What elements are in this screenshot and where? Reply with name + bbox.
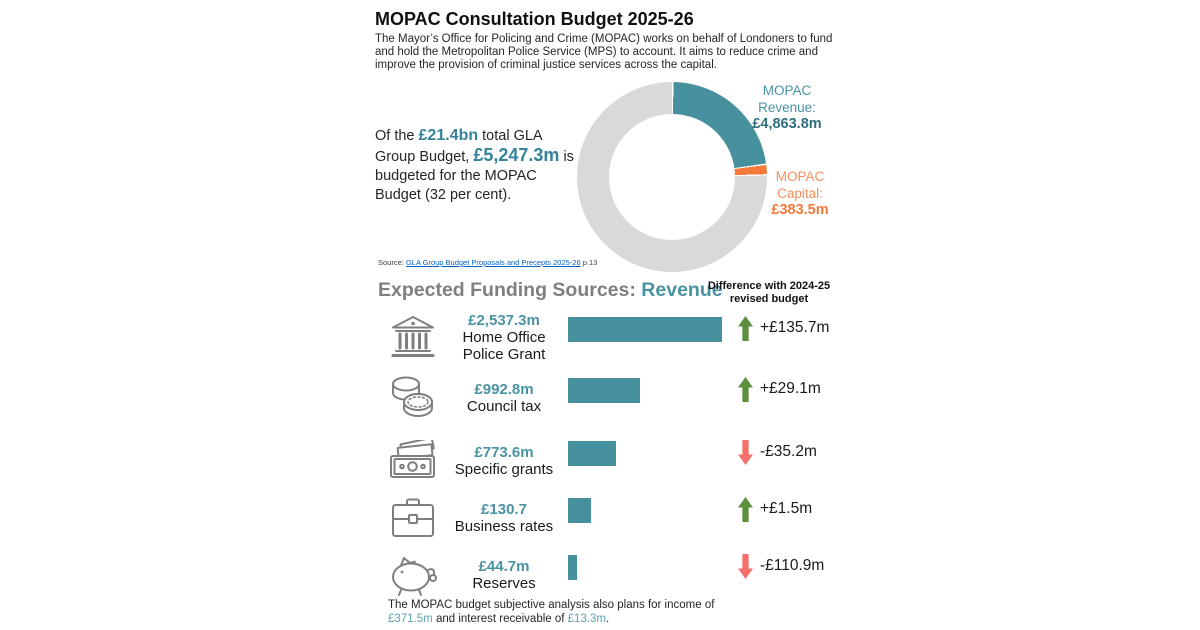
funding-bar: [568, 317, 722, 342]
funding-row: £44.7m Reserves -£110.9m: [385, 547, 845, 603]
funding-bar: [568, 378, 640, 403]
footnote-text-before: The MOPAC budget subjective analysis als…: [388, 599, 715, 611]
funding-value: £44.7m: [478, 558, 530, 575]
funding-row-text: £130.7 Business rates: [443, 490, 565, 546]
summary-text-mid: total GLA Group Budget,: [375, 128, 542, 165]
donut-label-revenue: MOPAC Revenue: £4,863.8m: [734, 83, 840, 133]
funding-row: £992.8m Council tax +£29.1m: [385, 370, 845, 426]
diff-value: -£110.9m: [760, 557, 825, 574]
diff-value: +£29.1m: [760, 380, 821, 397]
diff-arrow-icon: [738, 554, 753, 579]
source-link[interactable]: GLA Group Budget Proposals and Precepts …: [405, 258, 581, 267]
funding-heading: Expected Funding Sources: Revenue: [378, 279, 723, 302]
mopac-budget-value: £5,247.3m: [473, 145, 560, 165]
diff-value: +£1.5m: [760, 500, 813, 517]
footnote: The MOPAC budget subjective analysis als…: [388, 599, 726, 626]
funding-row: £130.7 Business rates +£1.5m: [385, 490, 845, 546]
page-title: MOPAC Consultation Budget 2025-26: [375, 9, 694, 29]
diff-header-line1: Difference with 2024-25: [707, 280, 831, 292]
gla-total-value: £21.4bn: [418, 127, 479, 144]
diff-column-header: Difference with 2024-25 revised budget: [703, 280, 835, 306]
footnote-text-after: .: [606, 612, 610, 625]
funding-heading-revenue: Revenue: [641, 279, 723, 301]
funding-label: Council tax: [466, 398, 542, 415]
diff-arrow-icon: [738, 497, 753, 522]
coins-icon: [387, 373, 439, 423]
briefcase-icon: [387, 493, 439, 543]
source-prefix: Source:: [378, 258, 406, 267]
funding-label: Reserves: [472, 575, 536, 592]
footnote-income-value: £371.5m: [388, 612, 433, 625]
funding-value: £773.6m: [474, 444, 534, 461]
summary-text-after: is budgeted for the MOPAC Budget (32 per…: [375, 149, 574, 203]
funding-bar: [568, 498, 591, 523]
banknotes-icon: [387, 436, 439, 486]
funding-row-text: £2,537.3m Home Office Police Grant: [443, 309, 565, 365]
diff-arrow-icon: [738, 440, 753, 465]
footnote-interest-value: £13.3m: [567, 612, 607, 625]
diff-value: +£135.7m: [760, 319, 830, 336]
source-suffix: p.13: [580, 258, 598, 267]
bank-icon: [387, 312, 439, 362]
capital-value: £383.5m: [771, 202, 829, 218]
funding-row-text: £992.8m Council tax: [443, 370, 565, 426]
source-note: Source: GLA Group Budget Proposals and P…: [378, 258, 597, 267]
funding-value: £130.7: [481, 501, 527, 518]
funding-row-text: £773.6m Specific grants: [443, 433, 565, 489]
diff-value: -£35.2m: [760, 443, 817, 460]
diff-arrow-icon: [738, 377, 753, 402]
funding-label: Specific grants: [454, 461, 554, 478]
capital-label: MOPAC Capital:: [775, 169, 825, 201]
funding-row-text: £44.7m Reserves: [443, 547, 565, 603]
funding-label: Business rates: [454, 518, 554, 535]
funding-label: Home Office Police Grant: [462, 328, 546, 363]
piggy-bank-icon: [387, 550, 439, 600]
footnote-text-mid: and interest receivable of: [432, 612, 568, 625]
funding-heading-label: Expected Funding Sources:: [378, 279, 642, 301]
diff-header-line2: revised budget: [729, 293, 809, 305]
donut-chart: [577, 82, 767, 272]
funding-value: £992.8m: [474, 381, 534, 398]
revenue-label: MOPAC Revenue:: [758, 83, 816, 115]
revenue-value: £4,863.8m: [752, 116, 822, 132]
funding-row: £2,537.3m Home Office Police Grant +£135…: [385, 309, 845, 365]
funding-bar: [568, 441, 616, 466]
budget-summary-text: Of the £21.4bn total GLA Group Budget, £…: [375, 126, 581, 205]
donut-label-capital: MOPAC Capital: £383.5m: [751, 169, 849, 219]
page-description: The Mayor’s Office for Policing and Crim…: [375, 33, 833, 71]
funding-bar: [568, 555, 577, 580]
funding-value: £2,537.3m: [468, 311, 540, 329]
summary-text-before: Of the: [375, 128, 419, 144]
diff-arrow-icon: [738, 316, 753, 341]
funding-row: £773.6m Specific grants -£35.2m: [385, 433, 845, 489]
